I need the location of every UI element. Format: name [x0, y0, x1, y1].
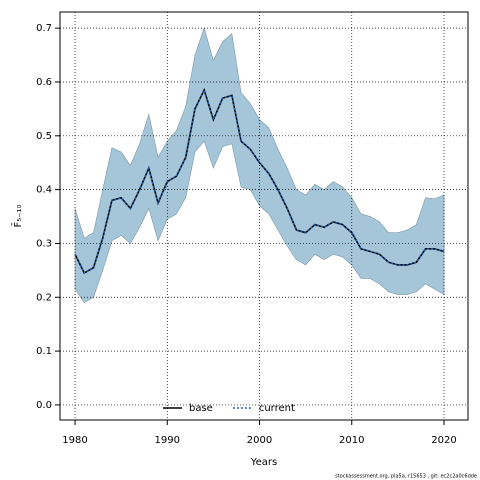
y-axis-label: F̄₅₋₁₀ [11, 204, 24, 227]
plot-frame [59, 11, 469, 421]
y-tick-label: 0.5 [36, 131, 52, 142]
x-tick-label: 2010 [339, 435, 364, 446]
y-tick-label: 0.4 [36, 185, 52, 196]
y-tick-label: 0.3 [36, 238, 52, 249]
x-tick-label: 1990 [155, 435, 180, 446]
x-axis-label: Years [250, 457, 277, 468]
legend-label: base [189, 403, 213, 414]
y-tick-label: 0.1 [36, 346, 52, 357]
x-tick-label: 2000 [247, 435, 272, 446]
legend-label: current [259, 403, 295, 414]
y-tick-label: 0.7 [36, 23, 52, 34]
y-tick-label: 0.6 [36, 77, 52, 88]
x-tick-label: 2020 [431, 435, 456, 446]
series-line [74, 87, 445, 275]
y-tick-label: 0.0 [36, 400, 52, 411]
y-tick-label: 0.2 [36, 292, 52, 303]
x-tick-label: 1980 [62, 435, 87, 446]
footer: stockassessment.org, pla5a, r15653 , git… [335, 474, 477, 480]
